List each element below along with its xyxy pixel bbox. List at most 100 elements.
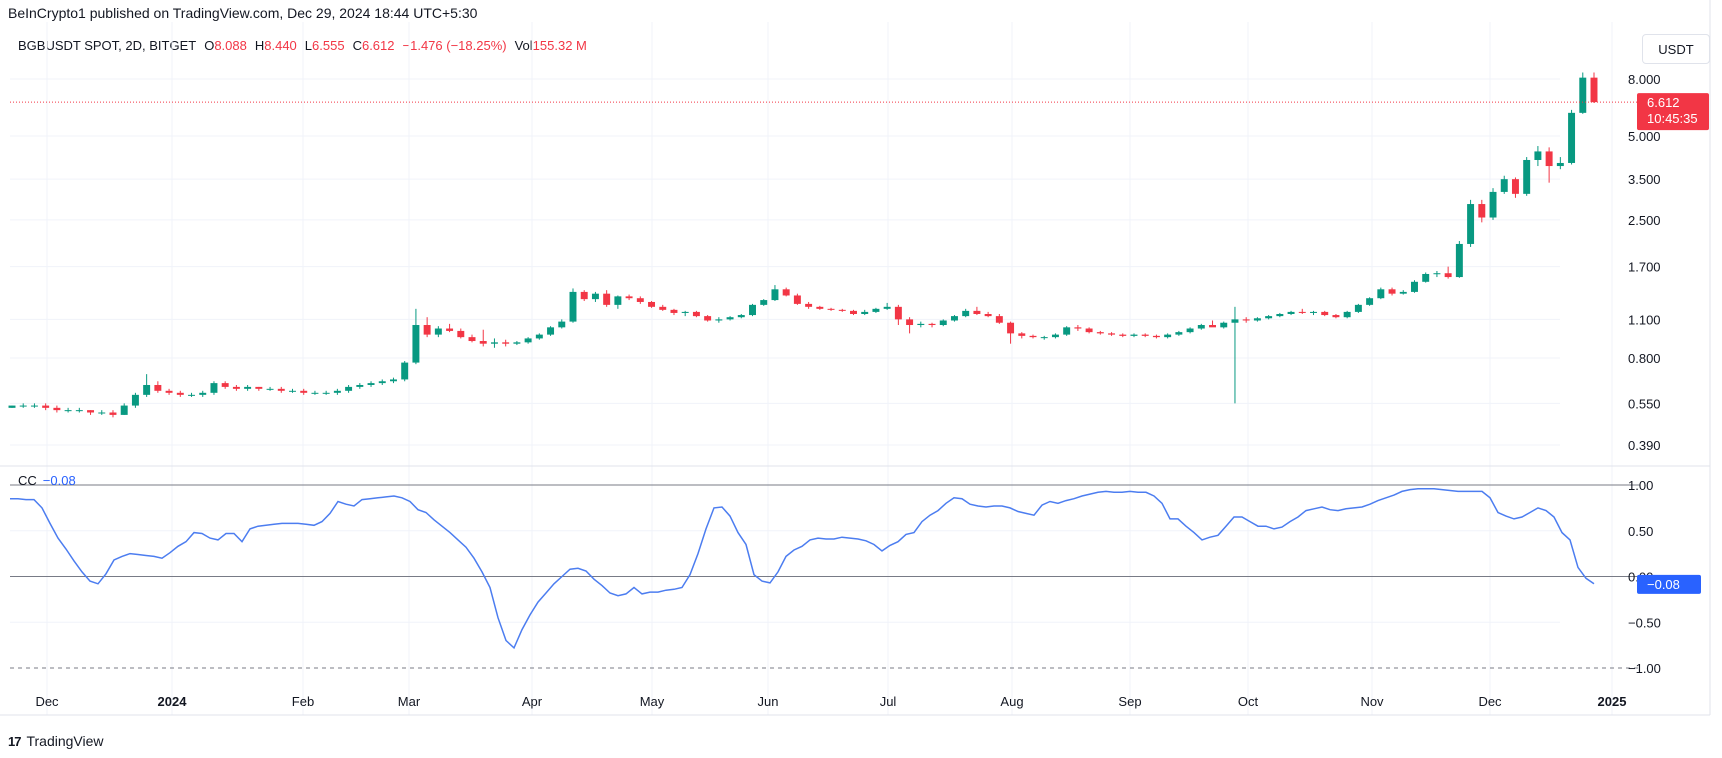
time-tick-label: Jun — [758, 694, 779, 709]
candle-body — [8, 405, 16, 408]
price-tick-label: 1.100 — [1628, 312, 1661, 327]
candle-body — [928, 323, 936, 326]
candle-body — [1455, 243, 1463, 278]
candle-body — [1108, 333, 1116, 335]
candle-body — [816, 306, 824, 309]
candle-body — [1332, 315, 1340, 318]
candle-body — [715, 319, 723, 321]
axes: 8.000 5.000 3.500 2.500 1.700 1.100 0.800 0.550… — [35, 72, 1660, 709]
low-label: L — [304, 38, 313, 53]
price-tick-label: 2.500 — [1628, 213, 1661, 228]
candle-body — [221, 383, 229, 387]
candle-body — [906, 319, 914, 326]
open-label: O — [204, 38, 215, 53]
candle-body — [322, 392, 330, 394]
candles — [8, 72, 1640, 418]
last-price-badge — [1637, 93, 1709, 131]
candle-body — [1590, 77, 1598, 103]
time-tick-label: Mar — [398, 694, 421, 709]
candle-body — [569, 291, 577, 322]
time-tick-label: May — [640, 694, 665, 709]
candle-body — [457, 330, 465, 338]
close-label: C — [352, 38, 362, 53]
candle-body — [1343, 311, 1351, 318]
candle-body — [670, 309, 678, 313]
time-tick-label: Oct — [1238, 694, 1259, 709]
candle-body — [53, 407, 61, 411]
symbol-name[interactable]: BGBUSDT SPOT, 2D, BITGET — [18, 38, 197, 53]
candle-body — [188, 394, 195, 396]
price-tick-label: 0.390 — [1628, 438, 1661, 453]
symbol-legend: BGBUSDT SPOT, 2D, BITGET O8.088 H8.440 L6.5… — [18, 38, 595, 53]
candle-body — [827, 308, 835, 310]
candle-body — [1511, 179, 1519, 194]
candle-body — [1399, 291, 1407, 294]
candle-body — [782, 289, 790, 296]
candle-body — [558, 321, 566, 328]
candle-body — [1063, 327, 1071, 335]
candle-body — [1568, 112, 1576, 163]
candle-body — [120, 405, 128, 415]
candle-body — [1040, 337, 1048, 339]
volume-value: 155.32 M — [532, 38, 587, 53]
candle-body — [1500, 179, 1508, 192]
candle-body — [98, 412, 106, 414]
candle-body — [1579, 77, 1587, 113]
candle-body — [1242, 319, 1250, 321]
candle-body — [726, 317, 734, 320]
candle-body — [19, 405, 27, 407]
candle-body — [64, 410, 72, 412]
candle-body — [1478, 204, 1486, 218]
candle-body — [973, 310, 981, 314]
tradingview-logo[interactable]: 17 TradingView — [8, 733, 104, 749]
candle-body — [300, 390, 308, 393]
candle-body — [513, 342, 521, 344]
candle-body — [1321, 311, 1329, 316]
candle-body — [1287, 311, 1295, 314]
candle-body — [1175, 332, 1183, 335]
candle-body — [266, 388, 274, 390]
currency-button[interactable]: USDT — [1642, 34, 1710, 64]
candle-body — [1354, 304, 1362, 312]
time-tick-label: Jul — [880, 694, 897, 709]
candle-body — [1141, 334, 1149, 336]
candle-body — [1556, 162, 1564, 167]
tradingview-mark-icon: 17 — [8, 733, 22, 749]
candle-body — [131, 394, 139, 406]
cc-tick-label: −1.00 — [1628, 661, 1661, 676]
candle-body — [648, 301, 656, 307]
candle-body — [524, 338, 532, 343]
candle-body — [535, 334, 543, 339]
candle-body — [625, 296, 633, 299]
candle-body — [1152, 335, 1160, 338]
candle-body — [1366, 298, 1374, 305]
candle-body — [1545, 151, 1553, 167]
candle-body — [1074, 327, 1082, 329]
candle-body — [883, 306, 891, 309]
time-tick-label: Nov — [1360, 694, 1384, 709]
candle-body — [793, 295, 801, 304]
candle-body — [1085, 328, 1093, 333]
time-tick-label: Apr — [522, 694, 543, 709]
time-tick-label: Dec — [35, 694, 59, 709]
candle-body — [1276, 313, 1284, 317]
change-value: −1.476 (−18.25%) — [402, 38, 507, 53]
candle-body — [1265, 316, 1273, 319]
candle-body — [468, 337, 476, 342]
candle-body — [861, 311, 869, 314]
candle-body — [1029, 335, 1037, 338]
candle-body — [1051, 334, 1059, 338]
time-tick-label: Dec — [1478, 694, 1502, 709]
candle-body — [1444, 273, 1452, 278]
candle-body — [176, 392, 184, 395]
candle-body — [1377, 289, 1385, 299]
candle-body — [378, 381, 386, 384]
candle-body — [894, 306, 902, 320]
price-tick-label: 0.800 — [1628, 351, 1661, 366]
candle-body — [1467, 204, 1475, 244]
candle-body — [1209, 325, 1217, 328]
last-price-value: 6.612 — [1647, 95, 1680, 110]
candle-body — [603, 293, 611, 305]
candle-body — [838, 309, 846, 311]
